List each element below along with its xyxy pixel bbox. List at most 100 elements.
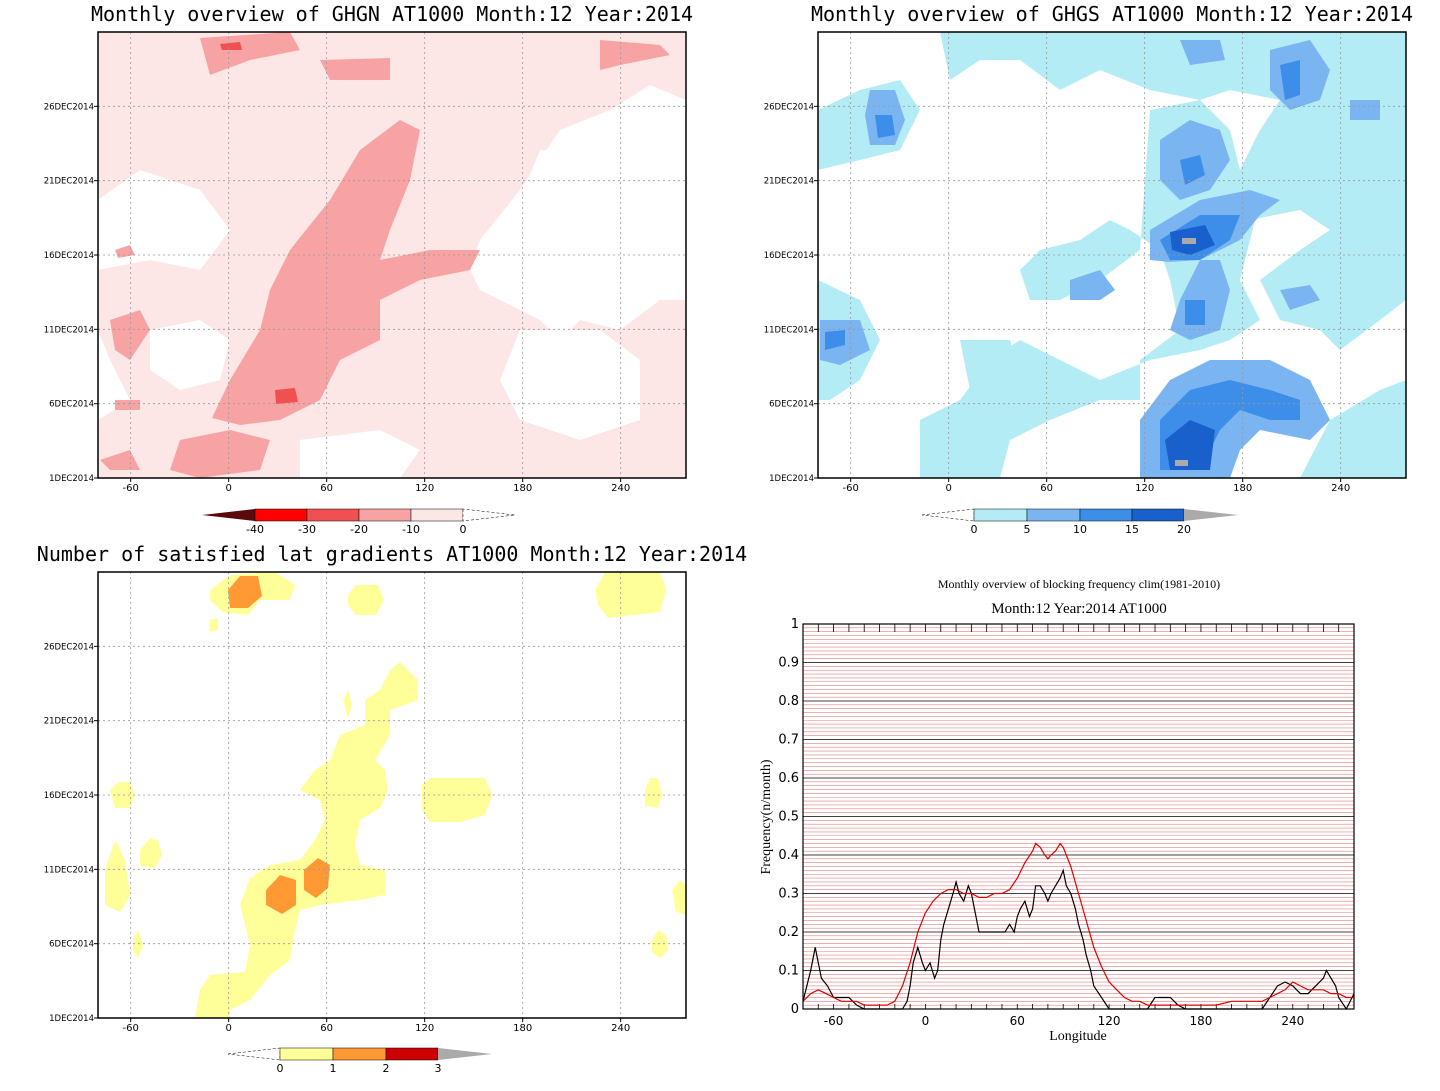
latgrad-colorbar: 0 1 2 3 [227,1047,492,1075]
y-tick-label: 6DEC2014 [49,940,94,950]
y-tick-label: 0.3 [778,887,799,902]
y-tick-label: 1DEC2014 [49,474,94,484]
y-tick-label: 26DEC2014 [44,642,94,652]
x-tick-label: -60 [824,1014,844,1028]
ghgs-colorbar: 0 5 10 15 20 [921,508,1238,536]
y-axis-label: Frequency(n/month) [759,759,774,874]
panel-ghgn: Monthly overview of GHGN AT1000 Month:12… [44,2,693,536]
panel-blocking-frequency: Monthly overview of blocking frequency c… [759,577,1355,1044]
colorbar-label: -20 [350,523,368,536]
y-tick-label: 1 [791,617,799,632]
y-tick-label: 1DEC2014 [49,1014,94,1024]
line-chart-subtitle: Month:12 Year:2014 AT1000 [991,601,1166,617]
y-tick-label: 11DEC2014 [764,325,814,335]
x-tick-label: 120 [1098,1014,1121,1028]
panel-lat-gradients-title: Number of satisfied lat gradients AT1000… [37,542,747,566]
colorbar-swatch [1131,508,1185,522]
x-tick-label: 180 [513,1023,532,1034]
colorbar-label: 20 [1177,523,1191,536]
series-line-1 [802,842,1354,1006]
latgrad-plot-area [97,571,687,1019]
x-tick-label: 180 [1233,483,1252,494]
ghgs-contour-level-15 [1165,420,1215,470]
x-tick-label: 60 [1010,1014,1025,1028]
colorbar-label: 15 [1125,523,1139,536]
x-tick-label: 180 [513,483,532,494]
colorbar-label: 1 [330,1062,337,1075]
panel-lat-gradients: Number of satisfied lat gradients AT1000… [37,542,747,1075]
colorbar-arrow-low [202,509,255,521]
colorbar-swatch [973,508,1028,522]
y-tick-label: 0.5 [778,810,799,825]
colorbar-label: 0 [460,523,467,536]
y-tick-label: 11DEC2014 [44,325,94,335]
colorbar-label: 0 [277,1062,284,1075]
y-tick-label: 0.1 [778,964,799,979]
y-tick-label: 21DEC2014 [44,717,94,727]
x-tick-label: 0 [225,1023,231,1034]
colorbar-label: -40 [246,523,264,536]
x-tick-label: -60 [842,483,858,494]
colorbar-arrow-low [227,1047,281,1061]
x-tick-label: 120 [415,483,434,494]
x-tick-label: -60 [122,1023,138,1034]
x-tick-label: 240 [611,1023,630,1034]
y-tick-label: 16DEC2014 [764,251,814,261]
x-axis-label: Longitude [1049,1029,1107,1044]
y-tick-label: 16DEC2014 [44,791,94,801]
y-tick-label: 21DEC2014 [764,177,814,187]
y-tick-label: 0.6 [778,771,799,786]
x-tick-label: 120 [1135,483,1154,494]
colorbar-label: -30 [298,523,316,536]
ghgn-colorbar: -40 -30 -20 -10 0 [202,508,516,536]
ghgn-axis-ticks: -60 0 60 120 180 240 1DEC2014 6DEC2014 11DEC2014… [44,102,631,494]
colorbar-label: -10 [402,523,420,536]
ghgs-contour-level-0 [940,32,1406,478]
y-tick-label: 0.2 [778,925,799,940]
colorbar-swatch [358,508,412,522]
x-tick-label: 180 [1189,1014,1212,1028]
colorbar-swatch [410,508,464,522]
colorbar-swatch [332,1047,387,1061]
latgrad-contour-level-1 [266,875,296,914]
ghgs-axis-ticks: -60 0 60 120 180 240 1DEC2014 6DEC2014 11DEC2014… [764,102,1351,494]
y-tick-label: 11DEC2014 [44,865,94,875]
colorbar-label: 3 [435,1062,442,1075]
x-tick-label: 240 [1331,483,1350,494]
ghgn-plot-area [97,31,687,479]
x-tick-label: 0 [922,1014,930,1028]
ghgn-contour-level-20 [275,388,298,404]
y-tick-label: 26DEC2014 [764,102,814,112]
x-tick-label: 240 [1281,1014,1304,1028]
y-tick-label: 6DEC2014 [769,400,814,410]
y-tick-label: 16DEC2014 [44,251,94,261]
x-tick-label: 120 [415,1023,434,1034]
y-tick-label: 1DEC2014 [769,474,814,484]
colorbar-label: 10 [1073,523,1087,536]
x-tick-label: 60 [1040,483,1053,494]
y-tick-label: 0.8 [778,694,799,709]
y-tick-label: 0.7 [778,733,799,748]
colorbar-label: 5 [1024,523,1031,536]
colorbar-swatch [1026,508,1081,522]
colorbar-label: 2 [383,1062,390,1075]
y-tick-label: 21DEC2014 [44,177,94,187]
x-tick-label: 0 [225,483,231,494]
ghgn-contour-level-10 [212,120,480,425]
y-tick-label: 26DEC2014 [44,102,94,112]
y-tick-label: 6DEC2014 [49,400,94,410]
latgrad-contour-level-0 [195,662,418,1018]
y-tick-label: 0.4 [778,848,799,863]
x-tick-label: 60 [320,483,333,494]
latgrad-axis-ticks: -60 0 60 120 180 240 1DEC2014 6DEC2014 11DEC2014… [44,642,631,1034]
y-tick-label: 0 [791,1002,799,1017]
line-chart-plot: 0 0.1 0.2 0.3 0.4 0.5 0.6 0.7 0.8 0.9 1 -60 0 60 120 18… [778,617,1355,1028]
colorbar-arrow-low [921,508,975,522]
colorbar-swatch [279,1047,334,1061]
colorbar-swatch [254,508,308,522]
colorbar-swatch [385,1047,439,1061]
x-tick-label: -60 [122,483,138,494]
line-plot-frame [802,623,1355,1010]
colorbar-swatch [1079,508,1133,522]
